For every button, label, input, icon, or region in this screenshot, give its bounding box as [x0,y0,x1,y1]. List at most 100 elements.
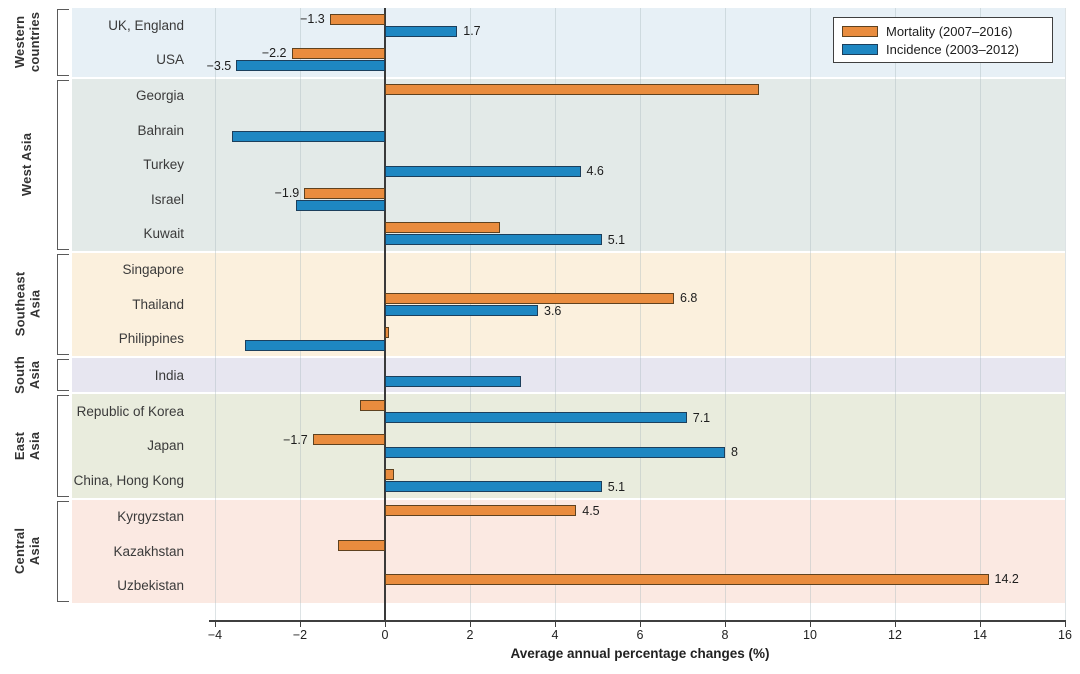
x-tick [980,621,982,627]
country-label: Japan [147,438,184,454]
incidence-bar [385,165,581,177]
country-label: Thailand [132,296,184,312]
incidence-bar [295,199,385,211]
region-label-text: East Asia [12,431,42,461]
mortality-value-label: 14.2 [994,572,1019,587]
mortality-value-label: −1.9 [274,186,300,200]
country-label: Kuwait [143,226,184,242]
mortality-bar [329,13,385,25]
incidence-value-label: 7.1 [692,410,711,425]
gridline [810,8,811,620]
gridline [640,8,641,620]
gridline [895,8,896,620]
country-label: Singapore [122,262,184,278]
incidence-value-label: 4.6 [586,164,604,178]
region-label: East Asia [0,394,56,497]
x-tick [725,621,727,627]
mortality-value-label: 4.5 [582,503,600,518]
mortality-bar [385,468,394,480]
country-label: Republic of Korea [76,404,184,420]
incidence-value-label: 8 [731,445,738,460]
region-band [72,78,1065,251]
x-tick-label: 2 [466,628,474,642]
x-tick-label: 6 [636,628,644,642]
mortality-bar [291,47,385,59]
gridline [980,8,981,620]
incidence-bar [244,339,385,351]
x-tick-label: 14 [973,628,987,642]
mortality-bar [385,292,674,304]
incidence-bar [385,481,602,493]
country-label: China, Hong Kong [73,472,184,488]
mortality-value-label: −1.7 [283,432,308,447]
x-tick-label: −4 [207,628,223,642]
incidence-bar [236,60,385,72]
region-band [72,394,1065,498]
gridline [555,8,556,620]
x-tick-label: 10 [803,628,817,642]
region-label: Southeast Asia [0,253,56,356]
country-label: Georgia [135,88,184,104]
region-bracket [57,359,69,392]
mortality-bar [385,84,759,96]
incidence-value-label: 3.6 [544,303,562,318]
region-label-text: Central Asia [12,528,42,575]
mortality-value-label: −1.3 [300,12,325,26]
x-tick [470,621,472,627]
region-label-text: South Asia [12,356,42,395]
region-bracket [57,500,69,602]
region-bracket [57,79,69,250]
incidence-value-label: 1.7 [463,24,481,39]
incidence-value-label: 5.1 [607,479,626,494]
incidence-value-label: 5.1 [607,232,626,247]
region-bracket [57,395,69,497]
region-label: South Asia [0,356,56,395]
x-tick-label: −2 [292,628,308,642]
legend-item-mortality: Mortality (2007–2016) [842,24,1044,39]
country-label: Turkey [143,157,184,173]
gridline [1065,8,1066,620]
region-label: Western countries [0,8,56,77]
incidence-bar [385,25,458,37]
x-tick-label: 4 [551,628,559,642]
x-axis-title: Average annual percentage changes (%) [510,646,770,661]
gridline [300,8,301,620]
x-tick-label: 12 [888,628,902,642]
x-tick-label: 0 [381,628,389,642]
x-tick-label: 8 [721,628,729,642]
region-band [72,499,1065,603]
country-label: Kazakhstan [113,543,184,559]
region-bracket [57,9,69,76]
x-tick [300,621,302,627]
x-tick-label: 16 [1058,628,1072,642]
incidence-bar [385,412,687,424]
region-band [72,358,1065,393]
country-label: Uzbekistan [117,578,184,594]
incidence-swatch-icon [842,43,878,55]
country-label: Bahrain [137,122,184,138]
region-bracket [57,253,69,355]
mortality-bar [304,187,385,199]
incidence-bar [385,234,602,246]
x-tick [810,621,812,627]
mortality-value-label: −2.2 [261,46,287,61]
mortality-bar [385,221,500,233]
region-band [72,252,1065,356]
country-label: USA [156,52,184,68]
region-label: West Asia [0,79,56,251]
incidence-bar [385,375,521,387]
mortality-bar [385,573,989,585]
incidence-bar [232,131,385,143]
country-label: UK, England [108,17,184,33]
legend-label-mortality: Mortality (2007–2016) [886,23,1013,39]
country-label: India [154,367,184,383]
x-tick [1065,621,1067,627]
region-label: Central Asia [0,500,56,603]
gridline [725,8,726,620]
mortality-bar [359,399,385,411]
region-label-text: Western countries [12,12,43,73]
country-label: Kyrgyzstan [117,509,184,525]
legend-label-incidence: Incidence (2003–2012) [886,41,1019,57]
region-label-text: West Asia [19,133,35,197]
incidence-bar [385,446,725,458]
